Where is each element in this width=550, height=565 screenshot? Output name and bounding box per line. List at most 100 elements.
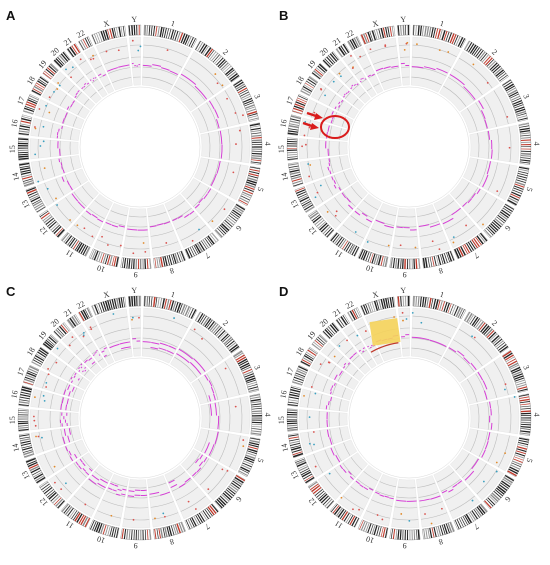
track-gridline [60, 125, 64, 139]
chromosome-label: 1 [439, 290, 445, 300]
cnv-segment [352, 352, 357, 356]
ideogram-band [133, 25, 136, 36]
ideogram-band [389, 26, 393, 37]
cnv-segment [335, 454, 341, 463]
ideogram-band [299, 196, 310, 203]
track-gridline [106, 490, 126, 497]
ideogram-band [422, 25, 424, 36]
track-gridline [190, 328, 224, 360]
ideogram-band [165, 299, 170, 310]
ideogram-band [509, 364, 520, 370]
ideogram-band [47, 338, 56, 346]
cnv-segment [384, 224, 394, 229]
track-background [34, 99, 85, 130]
chromosome-label: X [102, 19, 110, 29]
ideogram-band [391, 26, 394, 37]
ideogram-band [362, 33, 368, 44]
track-gridline [55, 475, 72, 495]
ideogram-band [380, 299, 385, 310]
track-background [303, 370, 354, 401]
variant-point [71, 66, 74, 69]
chromosome-label: 16 [278, 119, 288, 129]
ideogram-band [458, 518, 464, 528]
ideogram-band [475, 319, 482, 329]
ideogram-band [441, 30, 446, 41]
ideogram-band [369, 253, 374, 263]
cnv-segment [94, 353, 96, 355]
ideogram-band [515, 452, 526, 457]
chromosome-label: 8 [438, 266, 444, 276]
track-gridline [357, 325, 367, 331]
ideogram-band [250, 396, 261, 400]
chromosome-label: 15 [8, 145, 17, 153]
ideogram-band [122, 26, 125, 37]
ideogram-band [332, 505, 340, 514]
track-gridline [319, 430, 325, 448]
track-gridline [448, 77, 475, 101]
track-gridline [58, 76, 66, 86]
ideogram-band [176, 302, 182, 313]
cnv-segment [370, 344, 373, 347]
track-background [30, 155, 82, 184]
ideogram-band [295, 187, 305, 192]
track-background [317, 452, 368, 501]
track-background [200, 395, 251, 435]
chromosome-label: 13 [289, 470, 301, 481]
ideogram-band [27, 460, 37, 465]
ideogram-band [47, 219, 56, 227]
cnv-segment [196, 467, 202, 473]
track-background [353, 47, 384, 94]
ideogram-band [29, 195, 40, 201]
ideogram-band [20, 120, 31, 124]
ideogram-band [20, 167, 31, 171]
ideogram-band [415, 296, 417, 307]
variant-point [393, 316, 395, 318]
cnv-segment [464, 470, 475, 481]
ideogram-band [287, 401, 299, 404]
ideogram-band [392, 529, 396, 540]
ideogram-band [204, 238, 211, 247]
track-gridline [350, 215, 370, 228]
ideogram-band [380, 255, 384, 266]
ideogram-band [20, 171, 31, 176]
track-background [433, 194, 481, 249]
ideogram-band [164, 527, 168, 538]
ideogram-band [405, 296, 407, 307]
track-gridline [197, 378, 209, 403]
ideogram-band [287, 420, 298, 422]
ideogram-band [290, 115, 301, 120]
cnv-segment [68, 428, 72, 435]
cnv-segment [342, 468, 347, 474]
variant-point [414, 246, 417, 249]
ideogram-band [520, 423, 531, 426]
variant-point [48, 96, 51, 99]
ideogram-band [21, 388, 32, 393]
ideogram-band [211, 52, 219, 62]
ideogram-band [43, 215, 53, 224]
ideogram-band [248, 388, 259, 392]
ideogram-band [330, 503, 338, 513]
ideogram-band [244, 104, 255, 109]
ideogram-band [311, 72, 321, 80]
cnv-segment [117, 488, 122, 491]
track-gridline [67, 337, 77, 347]
ideogram-band [415, 25, 417, 36]
ideogram-band [18, 149, 29, 151]
ideogram-band [405, 25, 407, 36]
track-gridline [97, 510, 122, 519]
ideogram-band [34, 202, 44, 209]
cnv-segment [452, 483, 458, 488]
track-gridline [459, 57, 493, 89]
ideogram-band [475, 236, 482, 246]
ideogram-band [518, 168, 529, 172]
cnv-segment [462, 202, 468, 207]
cnv-segment [204, 374, 209, 381]
cnv-segment [423, 66, 436, 71]
track-gridline [339, 399, 342, 411]
ideogram-band [317, 65, 326, 73]
ideogram-band [24, 106, 35, 111]
cnv-segment [482, 174, 489, 188]
ideogram-band [157, 26, 160, 37]
variant-point [163, 515, 166, 518]
